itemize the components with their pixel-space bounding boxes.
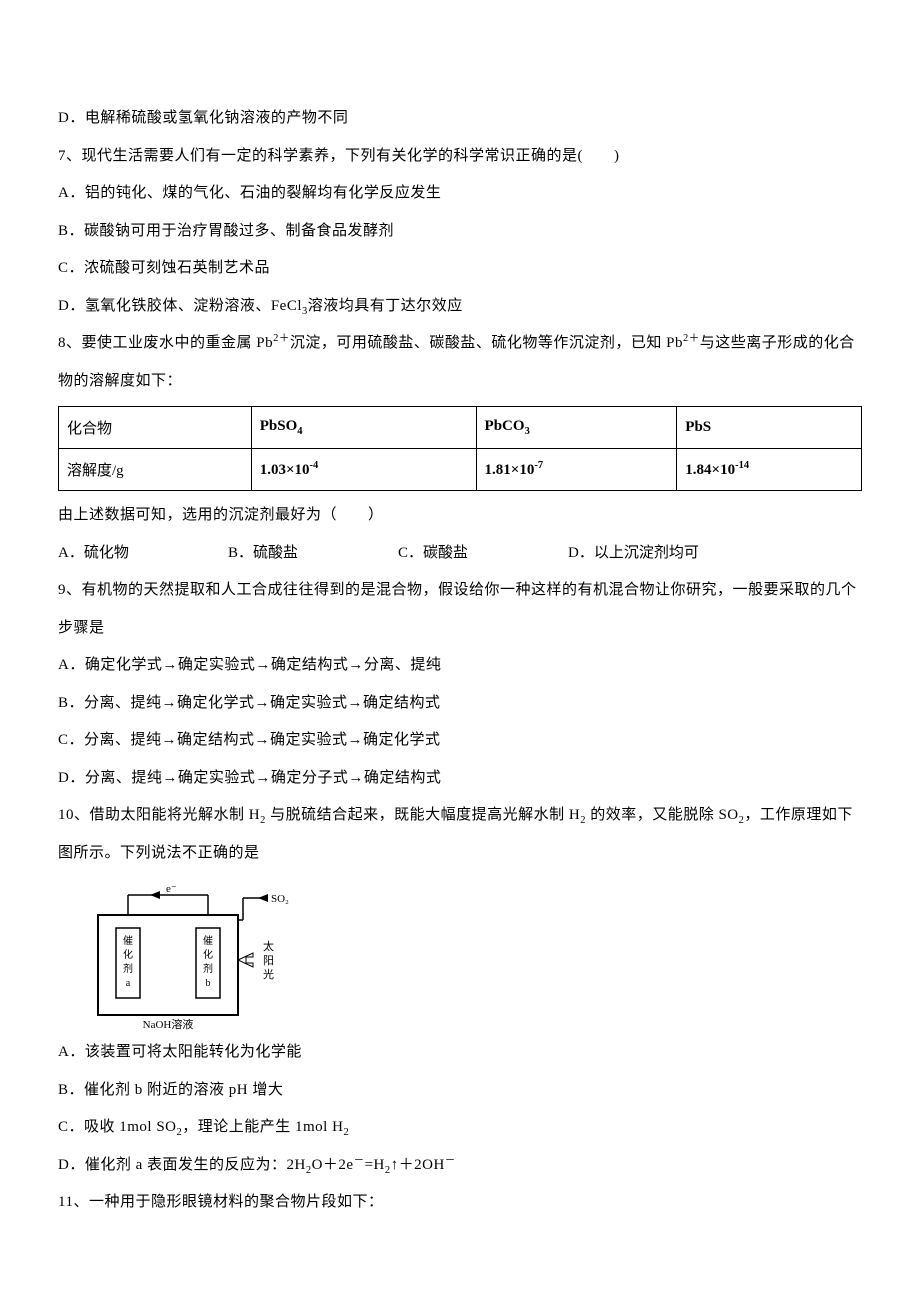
q10-stem-mid2: 的效率，又能脱除 SO [586, 807, 739, 823]
q7-optC: C．浓硫酸可刻蚀石英制艺术品 [58, 250, 862, 288]
q8-options: A．硫化物 B．硫酸盐 C．碳酸盐 D．以上沉淀剂均可 [58, 535, 862, 573]
q10-optD-mid1: O＋2e [312, 1157, 354, 1173]
q8-th-2-sub: 3 [525, 426, 530, 437]
table-row: 溶解度/g 1.03×10-4 1.81×10-7 1.84×10-14 [59, 449, 862, 491]
q8-r-2: 1.81×10-7 [476, 449, 677, 491]
q9-optA: A．确定化学式→确定实验式→确定结构式→分离、提纯 [58, 647, 862, 685]
q8-r-3-pre: 1.84×10 [685, 462, 735, 478]
q7-optB: B．碳酸钠可用于治疗胃酸过多、制备食品发酵剂 [58, 213, 862, 251]
q8-r-1-pre: 1.03×10 [260, 462, 310, 478]
q8-stem-sup2: 2＋ [683, 333, 700, 344]
q8-stem-sup1: 2＋ [273, 333, 290, 344]
q8-stem: 8、要使工业废水中的重金属 Pb2＋沉淀，可用硫酸盐、碳酸盐、硫化物等作沉淀剂，… [58, 325, 862, 400]
q8-th-3-t: PbS [685, 419, 711, 435]
fig-caption: NaOH溶液 [143, 1017, 194, 1030]
q10-optC-pre: C．吸收 1mol SO [58, 1119, 177, 1135]
q10-optC-sub2: 2 [343, 1127, 349, 1138]
ea-l1: 催 [123, 934, 133, 947]
eb-l1: 催 [203, 934, 213, 947]
sun-l2: 阳 [263, 954, 274, 967]
q10-optD: D．催化剂 a 表面发生的反应为：2H2O＋2e－=H2↑＋2OH－ [58, 1147, 862, 1185]
sun-arrow-icon [238, 953, 253, 967]
q9-optC: C．分离、提纯→确定结构式→确定实验式→确定化学式 [58, 722, 862, 760]
q8-th-1: PbSO4 [251, 407, 476, 449]
q8-r-2-pre: 1.81×10 [485, 462, 535, 478]
e-label: e⁻ [166, 883, 177, 895]
q8-th-1-sub: 4 [297, 426, 302, 437]
q8-r-1-sup: -4 [310, 460, 319, 471]
eb-l3: 剂 [203, 962, 213, 975]
q10-stem-pre: 10、借助太阳能将光解水制 H [58, 807, 260, 823]
table-row: 化合物 PbSO4 PbCO3 PbS [59, 407, 862, 449]
q10-optD-mid3: ↑＋2OH [391, 1157, 445, 1173]
sun-l1: 太 [263, 940, 274, 953]
q10-optB: B．催化剂 b 附近的溶液 pH 增大 [58, 1072, 862, 1110]
q10-stem: 10、借助太阳能将光解水制 H2 与脱硫结合起来，既能大幅度提高光解水制 H2 … [58, 797, 862, 872]
q9-stem: 9、有机物的天然提取和人工合成往往得到的是混合物，假设给你一种这样的有机混合物让… [58, 572, 862, 647]
q8-th-0: 化合物 [59, 407, 252, 449]
q7-optD-post: 溶液均具有丁达尔效应 [308, 298, 463, 314]
q8-th-2-pre: PbCO [485, 418, 525, 434]
q10-optD-pre: D．催化剂 a 表面发生的反应为：2H [58, 1157, 306, 1173]
q10-optA: A．该装置可将太阳能转化为化学能 [58, 1034, 862, 1072]
q8-th-1-pre: PbSO [260, 418, 298, 434]
q8-th-2: PbCO3 [476, 407, 677, 449]
q10-optD-sup1: － [354, 1155, 365, 1166]
q10-optD-mid2: =H [365, 1157, 385, 1173]
q10-stem-mid1: 与脱硫结合起来，既能大幅度提高光解水制 H [266, 807, 580, 823]
q11-stem: 11、一种用于隐形眼镜材料的聚合物片段如下： [58, 1184, 862, 1222]
q8-optB: B．硫酸盐 [228, 535, 398, 573]
q8-r-0: 溶解度/g [59, 449, 252, 491]
q9-optD: D．分离、提纯→确定实验式→确定分子式→确定结构式 [58, 760, 862, 798]
ea-l3: 剂 [123, 962, 133, 975]
q8-table: 化合物 PbSO4 PbCO3 PbS 溶解度/g 1.03×10-4 1.81… [58, 406, 862, 491]
sun-l3: 光 [263, 967, 274, 981]
q8-th-3: PbS [677, 407, 862, 449]
q10-optC-mid: ，理论上能产生 1mol H [182, 1119, 343, 1135]
q10-figure: e⁻ SO₂ 催 化 剂 a 催 化 剂 b 太 阳 光 NaOH溶液 [88, 880, 298, 1030]
q8-r-1: 1.03×10-4 [251, 449, 476, 491]
q8-optC: C．碳酸盐 [398, 535, 568, 573]
eb-l4: b [206, 978, 211, 989]
q6-optD: D．电解稀硫酸或氢氧化钠溶液的产物不同 [58, 100, 862, 138]
so2-label: SO₂ [271, 893, 289, 905]
q8-r-2-sup: -7 [534, 460, 543, 471]
eb-l2: 化 [203, 948, 213, 961]
q8-optA: A．硫化物 [58, 535, 228, 573]
q8-optD: D．以上沉淀剂均可 [568, 535, 738, 573]
q7-optA: A．铝的钝化、煤的气化、石油的裂解均有化学反应发生 [58, 175, 862, 213]
q8-stem-mid: 沉淀，可用硫酸盐、碳酸盐、硫化物等作沉淀剂，已知 Pb [290, 335, 683, 351]
arrow-e-icon [150, 891, 160, 899]
q8-r-3-sup: -14 [735, 460, 749, 471]
q10-optC: C．吸收 1mol SO2，理论上能产生 1mol H2 [58, 1109, 862, 1147]
q8-stem-pre: 8、要使工业废水中的重金属 Pb [58, 335, 273, 351]
q8-r-3: 1.84×10-14 [677, 449, 862, 491]
q7-optD-pre: D．氢氧化铁胶体、淀粉溶液、FeCl [58, 298, 302, 314]
q7-optD: D．氢氧化铁胶体、淀粉溶液、FeCl3溶液均具有丁达尔效应 [58, 288, 862, 326]
ea-l4: a [126, 978, 131, 989]
q9-optB: B．分离、提纯→确定化学式→确定实验式→确定结构式 [58, 685, 862, 723]
q10-optD-sup2: － [445, 1155, 456, 1166]
ea-l2: 化 [123, 948, 133, 961]
q7-stem: 7、现代生活需要人们有一定的科学素养，下列有关化学的科学常识正确的是( ) [58, 138, 862, 176]
q8-after: 由上述数据可知，选用的沉淀剂最好为（ ） [58, 497, 862, 535]
